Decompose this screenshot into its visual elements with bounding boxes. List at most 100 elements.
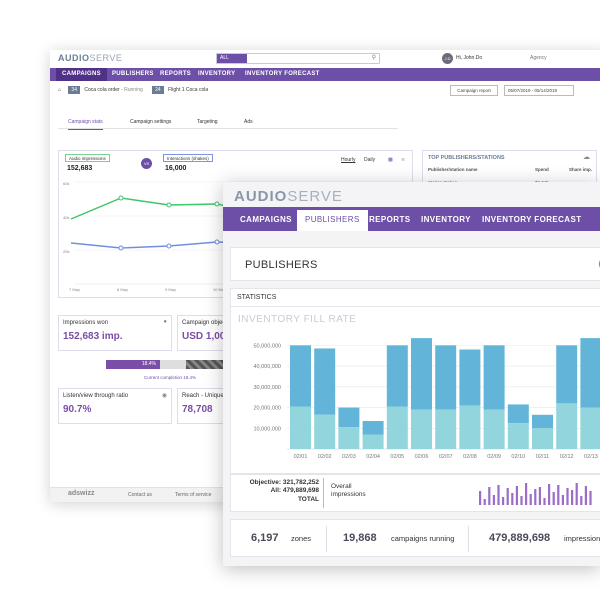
breadcrumb-flight[interactable]: Flight 1 Coca cola [168,87,209,93]
stat-listen-ratio: Listen/view through ratio 90.7% ◉ [58,388,172,424]
bar-upper-segment[interactable] [314,348,336,415]
bar-upper-segment[interactable] [459,349,481,406]
bar-lower-segment[interactable] [556,403,578,449]
contact-us-link[interactable]: Contact us [128,492,152,498]
bar-lower-segment[interactable] [435,409,457,449]
back-search-input[interactable]: ALL ⚲ [216,53,380,64]
interactions-point[interactable] [118,245,124,251]
search-icon[interactable]: ⚲ [371,55,376,61]
bar-lower-segment[interactable] [362,434,384,449]
nav-publishers[interactable]: PUBLISHERS [297,210,368,231]
spark-bar [575,483,578,505]
bar-upper-segment[interactable] [483,345,505,410]
all-value: All: 479,889,698 [270,487,319,494]
back-nav-inventory[interactable]: INVENTORY [198,71,236,77]
bar-upper-segment[interactable] [435,345,457,410]
spark-bar [483,499,486,505]
avatar[interactable]: J.D [442,53,453,64]
y-tick-label: 40,000,000 [253,364,281,370]
objective-value: Objective: 321,782,252 [249,479,319,486]
download-cloud-icon[interactable]: ☁ [583,154,590,161]
impressions-point[interactable] [166,202,172,208]
bar-upper-segment[interactable] [556,345,578,404]
spark-bar [561,495,564,505]
nav-reports[interactable]: REPORTS [369,215,411,224]
bar-upper-segment[interactable] [532,414,553,429]
impressions-point[interactable] [214,201,220,207]
x-tick: 10 May [213,287,226,292]
spark-bar [543,498,546,505]
breadcrumb-order[interactable]: Coca cola order [84,87,120,93]
bar-lower-segment[interactable] [580,407,600,449]
home-icon[interactable]: ⌂ [58,87,62,93]
bar-lower-segment[interactable] [338,427,360,449]
bar-lower-segment[interactable] [314,414,336,449]
line-chart-icon[interactable]: ≋ [401,157,406,163]
col-spend[interactable]: Spend [535,167,549,172]
user-greeting[interactable]: Hi, John.Do [456,55,483,61]
bar-lower-segment[interactable] [386,406,408,449]
bar-lower-segment[interactable] [507,423,529,449]
adswizz-logo[interactable]: adswizz [68,490,95,497]
stat-value: USD 1,000 [182,331,231,342]
bar-upper-segment[interactable] [290,345,311,407]
back-nav-publishers[interactable]: PUBLISHERS [112,71,154,77]
stat-impressions-won: Impressions won 152,683 imp. ● [58,315,172,351]
bar-upper-segment[interactable] [338,407,360,428]
spark-bar [515,486,518,505]
back-nav-reports[interactable]: REPORTS [160,71,192,77]
interactions-point[interactable] [166,243,172,249]
terms-link[interactable]: Terms of service [175,492,212,498]
bar-upper-segment[interactable] [507,404,529,424]
tab-ads[interactable]: Ads [244,119,253,125]
back-search-select[interactable]: ALL [217,54,247,63]
spark-bar [557,485,560,505]
tab-campaign-stats[interactable]: Campaign stats [68,119,103,130]
nav-campaigns[interactable]: CAMPAIGNS [240,215,292,224]
bar-chart-icon[interactable]: ▩ [388,157,393,163]
back-nav-campaigns[interactable]: CAMPAIGNS [56,68,107,81]
bar-lower-segment[interactable] [459,405,481,449]
x-tick: 8 May [117,287,128,292]
granularity-hourly[interactable]: Hourly [341,157,356,163]
bar-lower-segment[interactable] [483,409,505,449]
nav-inventory[interactable]: INVENTORY [421,215,471,224]
impressions-point[interactable] [118,195,124,201]
zones-value: 6,197 [251,532,279,544]
breadcrumb-order-status: Running [124,87,143,93]
interactions-point[interactable] [214,239,220,245]
bar-upper-segment[interactable] [580,338,600,408]
bar-upper-segment[interactable] [386,345,408,407]
spark-bar [488,487,491,505]
front-logo-bold: AUDIO [234,188,288,205]
nav-inventory-forecast[interactable]: INVENTORY FORECAST [482,215,582,224]
inventory-fill-rate-chart: 50,000,000 40,000,000 30,000,000 20,000,000… [253,338,600,460]
granularity-daily[interactable]: Daily [364,157,376,163]
date-range-field[interactable]: 05/07/2019 - 05/14/2019 [504,85,574,96]
metric-b-select[interactable]: Interactions (shakes) [163,154,213,162]
bar-lower-segment[interactable] [532,428,553,449]
bar-lower-segment[interactable] [411,409,432,449]
stat-value: 152,683 imp. [63,331,123,342]
back-nav-inventory-forecast[interactable]: INVENTORY FORECAST [245,71,320,77]
bar-upper-segment[interactable] [411,338,432,410]
back-logo[interactable]: AUDIOSERVE [58,53,122,63]
x-tick: 9 May [165,287,176,292]
front-logo[interactable]: AUDIOSERVE [234,188,343,205]
bar-upper-segment[interactable] [362,421,384,435]
agency-select[interactable]: Agency [530,55,547,61]
x-tick-label: 02/13 [584,454,598,460]
subtabs-divider [58,128,398,129]
front-main-nav: CAMPAIGNS PUBLISHERS REPORTS INVENTORY I… [223,207,600,231]
y-tick-label: 50,000,000 [253,343,281,349]
tab-campaign-settings[interactable]: Campaign settings [130,119,172,125]
impressions-value: 479,889,698 [489,532,551,544]
bar-lower-segment[interactable] [290,406,311,449]
metric-a-select[interactable]: Audio impressions [65,154,110,162]
col-share[interactable]: Share imp. [569,167,593,172]
campaign-report-button[interactable]: Campaign report [450,85,498,96]
back-main-nav: CAMPAIGNS PUBLISHERS REPORTS INVENTORY I… [50,68,600,81]
tab-targeting[interactable]: Targeting [197,119,218,125]
col-publisher[interactable]: Publisher/station name [428,167,478,172]
objective-divider [323,478,324,508]
